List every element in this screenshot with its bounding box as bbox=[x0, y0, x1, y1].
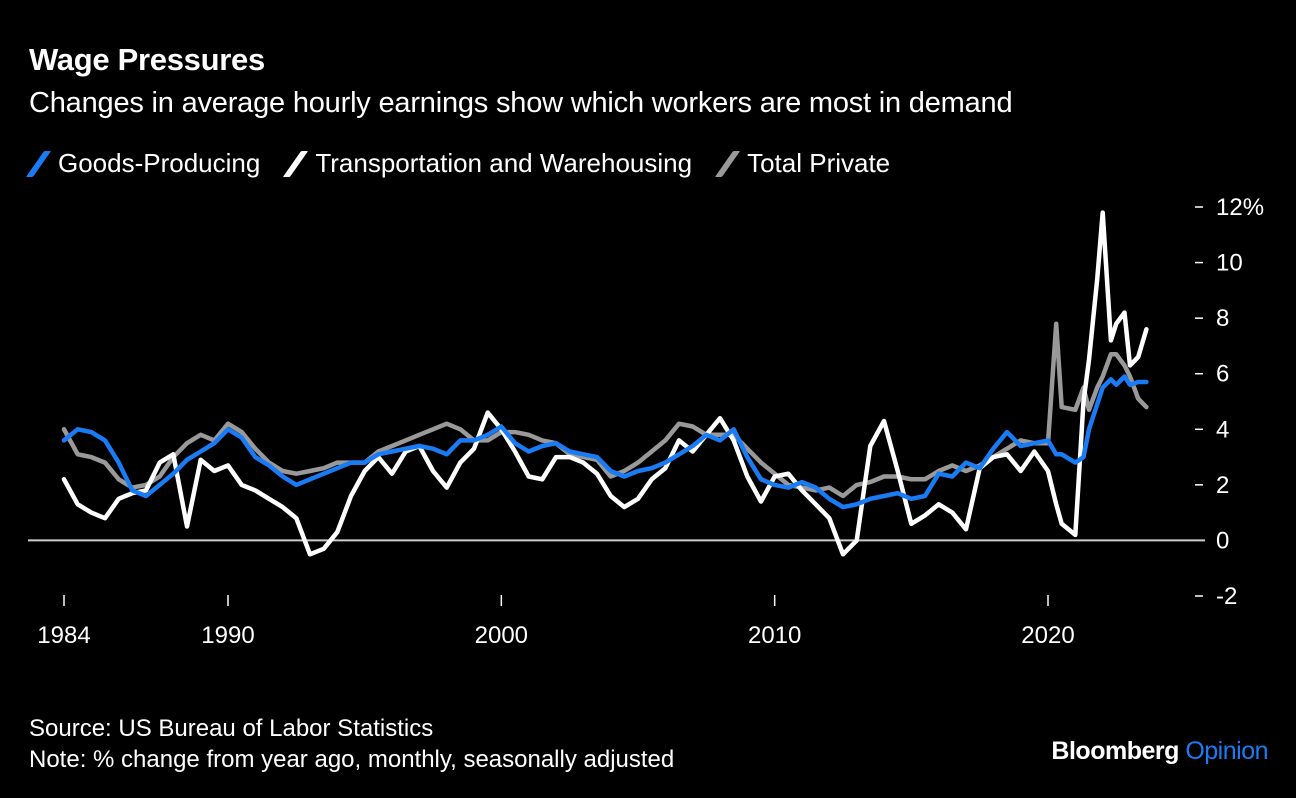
brand-suffix: Opinion bbox=[1185, 737, 1268, 765]
legend-label: Total Private bbox=[747, 148, 891, 178]
legend-item-total-private: Total Private bbox=[714, 148, 891, 179]
x-tick-label: 1984 bbox=[37, 622, 90, 649]
y-tick-label: 4 bbox=[1216, 416, 1229, 443]
footer: Source: US Bureau of Labor Statistics No… bbox=[29, 713, 674, 775]
chart-subtitle: Changes in average hourly earnings show … bbox=[29, 87, 1013, 119]
x-tick-label: 2020 bbox=[1021, 622, 1074, 649]
legend-item-goods-producing: Goods-Producing bbox=[25, 148, 261, 179]
y-tick-label: 8 bbox=[1216, 305, 1229, 332]
y-tick-label: 12% bbox=[1216, 194, 1264, 221]
y-tick-label: 10 bbox=[1216, 250, 1243, 277]
y-tick-label: 2 bbox=[1216, 472, 1229, 499]
legend-label: Transportation and Warehousing bbox=[315, 148, 693, 178]
legend-item-transportation: Transportation and Warehousing bbox=[283, 148, 693, 179]
x-tick-label: 1990 bbox=[201, 622, 254, 649]
chart-title: Wage Pressures bbox=[29, 42, 265, 77]
x-tick-label: 2010 bbox=[748, 622, 801, 649]
x-tick-label: 2000 bbox=[475, 622, 528, 649]
legend: Goods-Producing Transportation and Wareh… bbox=[25, 148, 916, 179]
y-tick-label: 6 bbox=[1216, 361, 1229, 388]
legend-label: Goods-Producing bbox=[58, 148, 261, 178]
series-layer bbox=[61, 210, 1149, 557]
series-line-transportation-and-warehousing bbox=[61, 210, 1149, 557]
y-axis: -2 0 2 4 6 8 10 12% bbox=[1195, 194, 1264, 610]
brand-name: Bloomberg bbox=[1051, 737, 1179, 765]
series-line-total-private bbox=[61, 321, 1149, 499]
series-line-goods-producing bbox=[61, 374, 1149, 510]
x-axis: 1984 1990 2000 2010 2020 bbox=[37, 595, 1075, 649]
bloomberg-opinion-logo: Bloomberg Opinion bbox=[1051, 737, 1268, 766]
y-tick-label: 0 bbox=[1216, 527, 1229, 554]
source-note: Source: US Bureau of Labor Statistics bbox=[29, 715, 434, 742]
y-tick-label: -2 bbox=[1216, 583, 1237, 610]
method-note: Note: % change from year ago, monthly, s… bbox=[29, 746, 675, 773]
